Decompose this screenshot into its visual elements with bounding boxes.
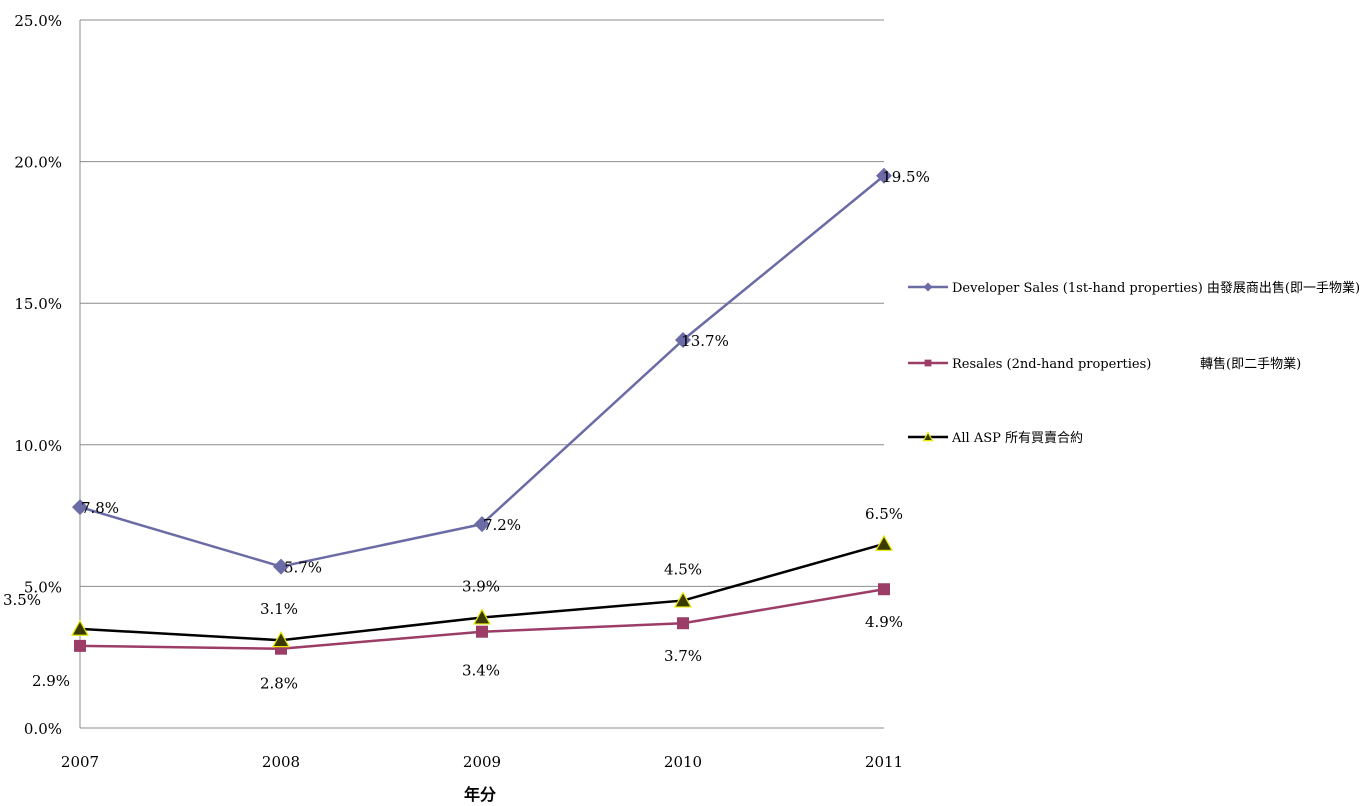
data-label: 3.9% [462,578,500,596]
legend-label: Resales (2nd-hand properties) [952,357,1151,372]
triangle-marker [922,431,934,442]
diamond-marker [876,167,892,184]
data-label: 3.1% [260,600,298,618]
data-label: 3.5% [3,591,41,609]
square-marker [476,625,488,638]
legend: Developer Sales (1st-hand properties) 由發… [908,280,1360,446]
y-tick-label: 0.0% [24,720,62,738]
y-tick-label: 5.0% [24,578,62,596]
diamond-marker [675,332,691,349]
data-label: 13.7% [681,332,729,350]
triangle-marker [472,608,492,625]
axes [79,20,884,729]
diamond-marker [273,558,289,575]
y-tick-label: 20.0% [14,154,62,172]
square-marker [677,617,689,630]
data-label: 2.9% [32,672,70,690]
diamond-marker [72,499,88,516]
square-marker [74,639,86,652]
series-markers [70,167,894,655]
data-label: 2.8% [260,675,298,693]
legend-label: All ASP 所有買賣合約 [951,431,1083,446]
legend-label: Developer Sales (1st-hand properties) 由發… [952,280,1360,296]
series-line-1 [79,174,885,568]
y-tick-labels: 0.0% 5.0% 10.0% 15.0% 20.0% 25.0% [14,12,62,738]
x-tick-label: 2010 [664,753,702,771]
data-label: 19.5% [882,168,930,186]
y-tick-label: 25.0% [14,12,62,30]
x-tick-label: 2007 [61,753,99,771]
triangle-marker [271,630,291,648]
data-label: 4.5% [664,561,702,579]
data-label: 4.9% [865,613,903,631]
y-tick-label: 15.0% [14,295,62,313]
data-label: 3.4% [462,662,500,680]
data-label: 5.7% [284,559,322,577]
x-tick-label: 2009 [463,753,501,771]
data-label: 7.2% [483,516,521,534]
triangle-marker [673,591,693,608]
data-labels: 7.8% 5.7% 7.2% 13.7% 19.5% 2.9% 2.8% 3.4% 3.7% 4.… [3,168,930,693]
legend-label-zh: 轉售(即二手物業) [1200,356,1301,372]
data-label: 3.7% [664,647,702,665]
gridlines [80,19,884,587]
square-marker [878,583,890,596]
x-axis-title: 年分 [464,785,496,804]
data-label: 6.5% [865,505,903,523]
diamond-marker [474,516,490,533]
square-marker [924,359,932,367]
x-tick-labels: 2007 2008 2009 2010 2011 [61,753,903,771]
x-tick-label: 2011 [865,753,903,771]
diamond-marker [923,282,933,292]
data-label: 7.8% [81,499,119,517]
triangle-marker [874,534,894,551]
y-tick-label: 10.0% [14,437,62,455]
x-tick-label: 2008 [262,753,300,771]
triangle-marker [70,619,90,636]
